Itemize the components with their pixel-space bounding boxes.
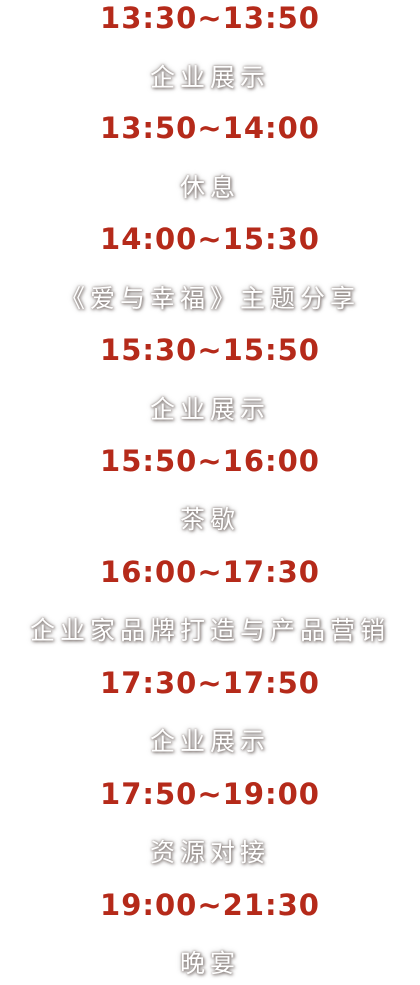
schedule-title: 企业展示 xyxy=(149,395,270,424)
schedule-time: 17:30~17:50 xyxy=(100,666,320,700)
schedule-time: 19:00~21:30 xyxy=(100,888,320,922)
schedule-title: 休息 xyxy=(179,173,240,202)
schedule-time: 15:30~15:50 xyxy=(100,333,320,367)
schedule-title: 企业家品牌打造与产品营销 xyxy=(29,616,390,645)
schedule-time: 17:50~19:00 xyxy=(100,777,320,811)
schedule-title: 晚宴 xyxy=(179,949,240,978)
schedule-title: 企业展示 xyxy=(149,727,270,756)
schedule-time: 15:50~16:00 xyxy=(100,444,320,478)
schedule-title: 茶歇 xyxy=(179,505,240,534)
schedule-title: 资源对接 xyxy=(149,838,270,867)
schedule-time: 14:00~15:30 xyxy=(100,222,320,256)
schedule-title: 《爱与幸福》主题分享 xyxy=(59,284,360,313)
schedule-time: 13:30~13:50 xyxy=(100,1,320,35)
schedule-time: 16:00~17:30 xyxy=(100,555,320,589)
schedule-time: 13:50~14:00 xyxy=(100,111,320,145)
schedule-title: 企业展示 xyxy=(149,63,270,92)
